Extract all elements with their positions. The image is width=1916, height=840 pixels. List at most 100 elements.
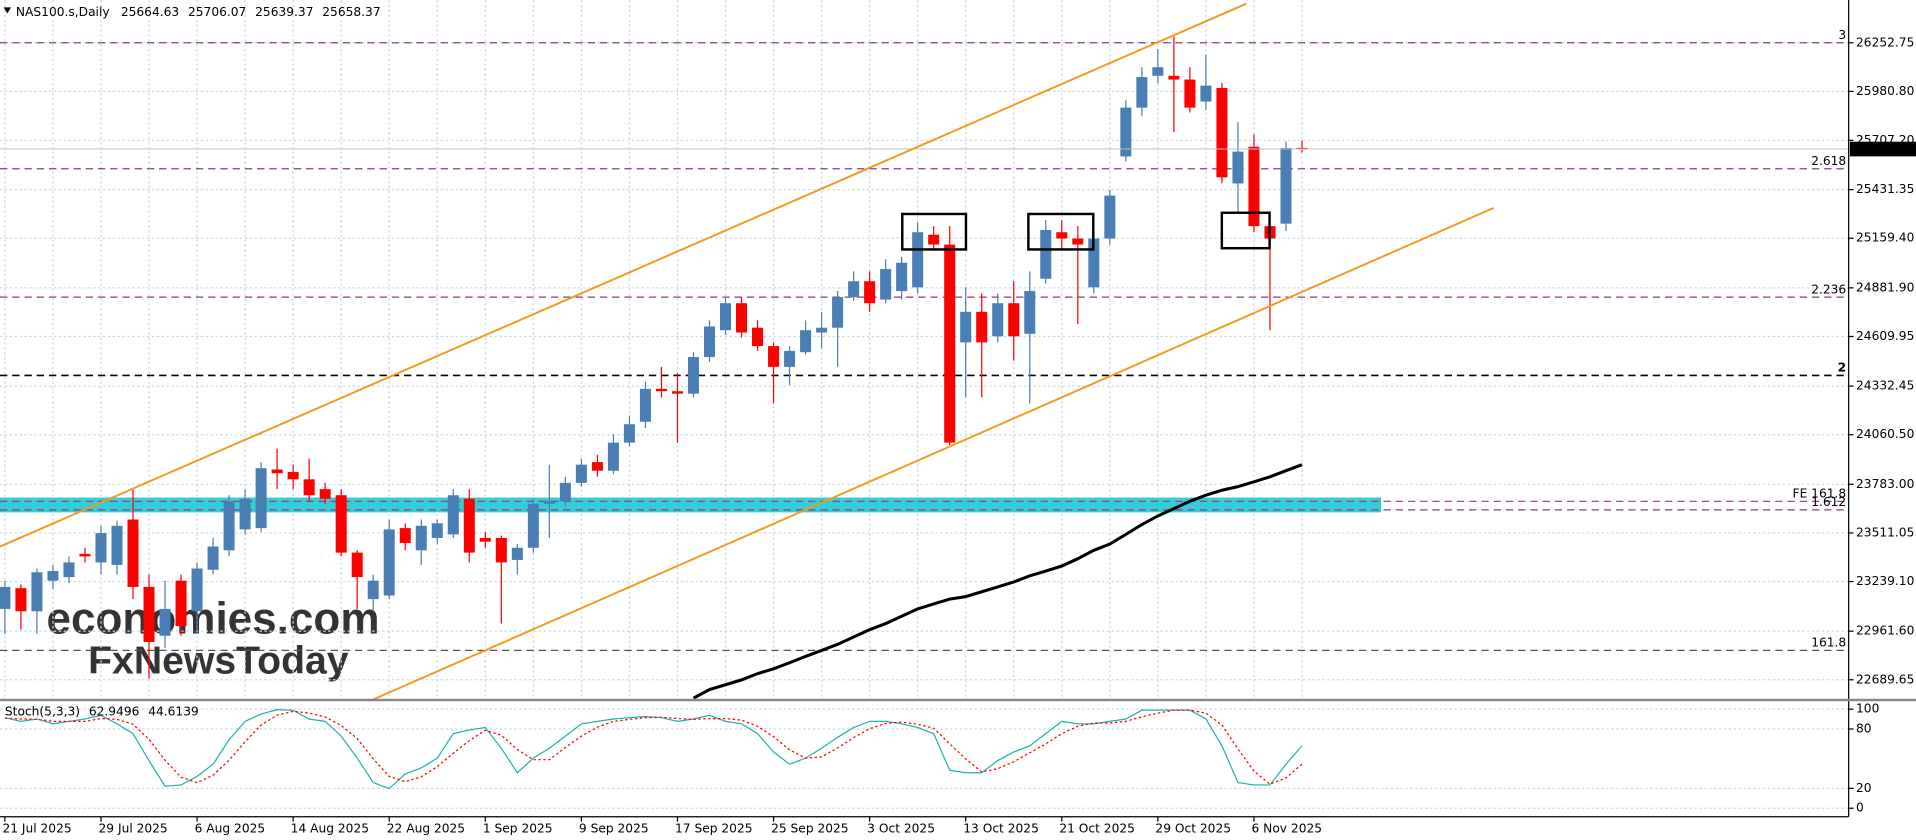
candle-body: [127, 519, 139, 587]
level-label: 161.8: [1811, 636, 1846, 650]
candle-body: [175, 580, 187, 627]
candle-body: [431, 523, 443, 538]
candle-body: [1280, 148, 1292, 224]
candle-body: [1008, 303, 1020, 337]
candle-body: [880, 269, 892, 300]
candle-body: [1056, 232, 1068, 239]
candle-body: [143, 586, 155, 643]
x-tick-label: 1 Sep 2025: [483, 822, 553, 836]
candle-body: [287, 471, 299, 480]
x-tick-label: 21 Jul 2025: [2, 822, 71, 836]
x-tick-label: 9 Sep 2025: [579, 822, 649, 836]
candle-body: [559, 482, 571, 502]
stoch-panel: [0, 708, 1849, 809]
candle-body: [367, 580, 379, 600]
candle-body: [415, 525, 427, 551]
y-tick-label: 26252.75: [1856, 35, 1914, 49]
candle-body: [1168, 75, 1180, 80]
stoch-signal-value: 44.6139: [148, 704, 199, 718]
y-tick-label: 25159.40: [1856, 231, 1914, 245]
x-tick-label: 22 Aug 2025: [387, 822, 465, 836]
candle-body: [960, 311, 972, 343]
candle-body: [47, 571, 59, 581]
candle-body: [303, 479, 315, 496]
candle-body: [1136, 77, 1148, 108]
candle-body: [319, 489, 331, 499]
candle-body: [992, 303, 1004, 337]
candle-body: [591, 462, 603, 471]
candle-body: [912, 232, 924, 288]
y-tick-label: 24609.95: [1856, 329, 1914, 343]
y-tick-label: 22689.65: [1856, 672, 1914, 686]
candle-body: [687, 357, 699, 394]
candle-body: [351, 552, 363, 578]
x-tick-label: 6 Aug 2025: [195, 822, 266, 836]
candle-body: [63, 562, 75, 578]
y-tick-label: 24060.50: [1856, 427, 1914, 441]
candle-body: [671, 391, 683, 394]
ohlc-high: 25706.07: [188, 5, 246, 19]
candle-body: [479, 537, 491, 542]
stoch-header: Stoch(5,3,3) 62.9496 44.6139: [5, 704, 199, 718]
candle-body: [1104, 195, 1116, 239]
candle-body: [1248, 146, 1260, 227]
moving-average-line: [692, 463, 1303, 700]
level-label: 3: [1838, 28, 1846, 42]
candle-body: [736, 303, 748, 333]
candle-body: [1152, 67, 1164, 76]
candle-body: [1184, 79, 1196, 108]
candle-body: [848, 281, 860, 298]
candle-body: [399, 528, 411, 543]
symbol: NAS100.s,Daily: [16, 5, 110, 19]
candle-body: [1216, 87, 1228, 178]
candle-body: [896, 262, 908, 292]
y-tick-label: 0: [1856, 801, 1864, 815]
pattern-box: [901, 212, 968, 251]
candle-body: [944, 244, 956, 443]
candle-body: [1232, 151, 1244, 184]
candle-body: [1200, 85, 1212, 102]
candle-body: [832, 297, 844, 328]
level-label: 1.612: [1811, 495, 1846, 509]
candle-body: [271, 469, 283, 474]
stoch-main-value: 62.9496: [89, 704, 140, 718]
candle-body: [1072, 238, 1084, 245]
candle-body: [752, 327, 764, 347]
watermark-text: FxNewsToday: [88, 640, 349, 683]
x-tick-label: 6 Nov 2025: [1252, 822, 1323, 836]
candle-body: [527, 503, 539, 548]
ohlc-low: 25639.37: [255, 5, 313, 19]
y-tick-label: 23783.00: [1856, 477, 1914, 491]
chart-header: NAS100.s,Daily 25664.63 25706.07 25639.3…: [16, 5, 381, 19]
candle-body: [79, 553, 91, 557]
y-tick-label: 24332.45: [1856, 379, 1914, 393]
x-tick-label: 13 Oct 2025: [963, 822, 1039, 836]
candle-body: [607, 442, 619, 471]
pattern-box: [1027, 212, 1095, 251]
x-tick-label: 14 Aug 2025: [291, 822, 369, 836]
candle-body: [159, 608, 171, 636]
level-label: 2: [1838, 361, 1847, 375]
candle-body: [1296, 147, 1308, 150]
y-tick-label: 23239.10: [1856, 574, 1914, 588]
channel-line: [0, 2, 1247, 548]
menu-icon: [3, 7, 12, 14]
candle-body: [255, 468, 267, 529]
y-tick-label: 22961.60: [1856, 624, 1914, 638]
watermark-text: economies.com: [47, 594, 380, 643]
candle-body: [207, 546, 219, 570]
candle-body: [383, 529, 395, 596]
stoch-line: [4, 709, 1303, 790]
candle-body: [191, 568, 203, 612]
candle-body: [447, 495, 459, 535]
candle-body: [639, 388, 651, 422]
candle-body: [239, 498, 251, 530]
y-tick-label: 25431.35: [1856, 182, 1914, 196]
candle-body: [1040, 229, 1052, 279]
y-tick-label: 80: [1856, 721, 1872, 735]
candle-body: [1088, 238, 1100, 288]
candle-body: [0, 586, 11, 609]
candle-body: [719, 303, 732, 331]
